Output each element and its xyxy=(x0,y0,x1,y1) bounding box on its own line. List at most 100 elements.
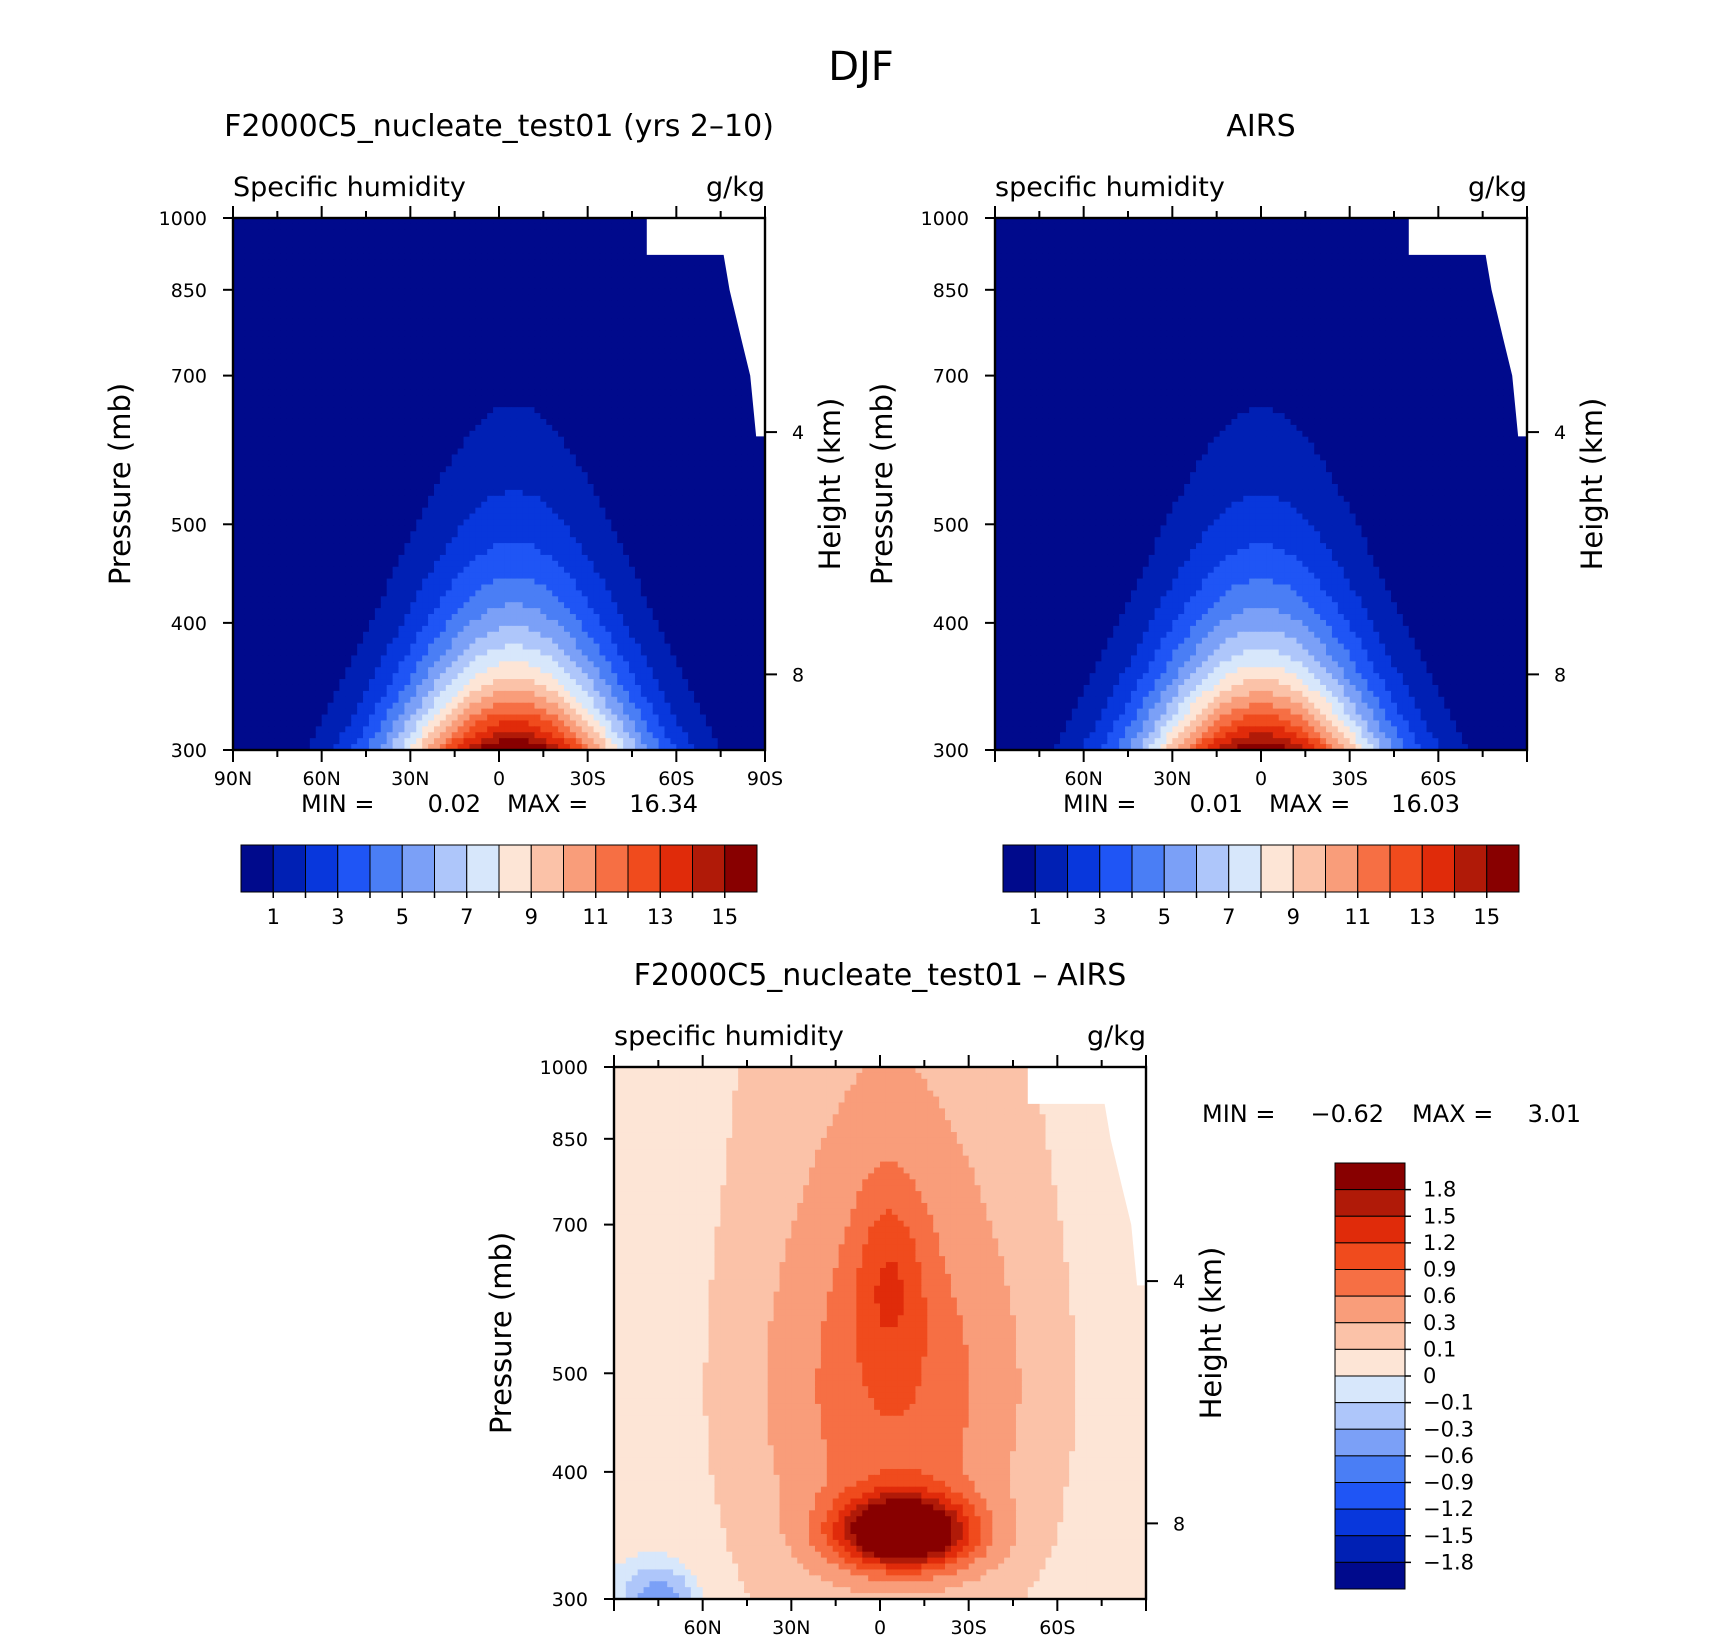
contour-cell xyxy=(457,324,465,331)
contour-cell xyxy=(629,442,636,450)
contour-cell xyxy=(422,330,429,337)
contour-cell xyxy=(238,271,246,278)
contour-cell xyxy=(250,223,258,231)
contour-cell xyxy=(439,460,447,467)
contour-cell xyxy=(457,442,465,450)
contour-cell xyxy=(268,472,275,479)
contour-cell xyxy=(605,306,612,314)
contour-cell xyxy=(564,489,571,497)
contour-cell xyxy=(522,353,530,361)
contour-cell xyxy=(516,525,524,532)
contour-cell xyxy=(386,442,394,450)
contour-cell xyxy=(646,401,654,408)
contour-cell xyxy=(463,247,471,255)
contour-cell xyxy=(634,235,642,243)
contour-cell xyxy=(735,442,742,450)
contour-cell xyxy=(274,495,281,503)
contour-cell xyxy=(363,371,370,379)
contour-cell xyxy=(646,294,654,302)
contour-cell xyxy=(475,259,482,266)
contour-cell xyxy=(475,531,482,538)
contour-cell xyxy=(463,229,471,237)
contour-cell xyxy=(256,407,264,414)
contour-cell xyxy=(747,460,754,467)
contour-cell xyxy=(422,336,429,343)
contour-cell xyxy=(410,223,417,231)
contour-cell xyxy=(410,288,417,296)
contour-cell xyxy=(386,436,394,444)
contour-cell xyxy=(475,283,482,290)
contour-cell xyxy=(333,371,340,379)
contour-cell xyxy=(717,389,725,396)
contour-cell xyxy=(445,353,453,361)
contour-cell xyxy=(499,513,506,521)
contour-cell xyxy=(605,401,612,408)
contour-cell xyxy=(463,223,471,231)
contour-cell xyxy=(321,454,329,461)
contour-cell xyxy=(593,271,601,278)
contour-cell xyxy=(392,294,400,302)
contour-cell xyxy=(386,235,394,243)
contour-cell xyxy=(510,359,518,367)
contour-cell xyxy=(457,513,465,521)
contour-cell xyxy=(688,424,695,432)
contour-cell xyxy=(587,229,595,237)
contour-cell xyxy=(309,543,317,550)
contour-cell xyxy=(670,489,677,497)
contour-cell xyxy=(540,401,547,408)
contour-cell xyxy=(629,466,636,473)
contour-cell xyxy=(321,324,329,331)
contour-cell xyxy=(617,229,624,237)
contour-cell xyxy=(510,229,518,237)
contour-cell xyxy=(292,241,299,249)
contour-cell xyxy=(286,365,293,373)
contour-cell xyxy=(522,454,530,461)
contour-cell xyxy=(558,259,565,266)
contour-cell xyxy=(546,229,553,237)
contour-cell xyxy=(658,271,666,278)
contour-cell xyxy=(670,265,677,272)
contour-cell xyxy=(339,365,346,373)
contour-cell xyxy=(274,359,281,367)
contour-cell xyxy=(469,543,476,550)
contour-cell xyxy=(439,448,447,456)
contour-cell xyxy=(345,531,352,538)
contour-cell xyxy=(558,218,565,225)
contour-cell xyxy=(298,519,305,526)
contour-cell xyxy=(445,377,453,385)
contour-cell xyxy=(717,312,725,320)
contour-cell xyxy=(321,383,329,391)
contour-cell xyxy=(499,448,506,456)
contour-cell xyxy=(439,543,447,550)
contour-cell xyxy=(487,460,494,467)
contour-cell xyxy=(416,277,423,284)
contour-cell xyxy=(534,448,541,456)
contour-cell xyxy=(333,519,340,526)
contour-cell xyxy=(599,395,606,402)
contour-cell xyxy=(244,507,252,515)
contour-cell xyxy=(398,271,406,278)
contour-cell xyxy=(374,324,382,331)
contour-cell xyxy=(410,472,417,479)
contour-cell xyxy=(634,377,642,385)
contour-cell xyxy=(416,543,423,550)
contour-cell xyxy=(593,336,601,343)
contour-cell xyxy=(552,407,559,414)
contour-cell xyxy=(753,513,760,521)
contour-cell xyxy=(623,525,630,532)
contour-cell xyxy=(611,300,618,308)
contour-cell xyxy=(433,342,441,349)
contour-cell xyxy=(339,442,346,450)
contour-cell xyxy=(428,472,435,479)
contour-cell xyxy=(451,359,459,367)
contour-cell xyxy=(741,472,748,479)
contour-cell xyxy=(428,359,435,367)
contour-cell xyxy=(422,525,429,532)
contour-cell xyxy=(617,312,624,320)
contour-cell xyxy=(546,324,553,331)
contour-cell xyxy=(357,454,364,461)
contour-cell xyxy=(534,324,541,331)
contour-cell xyxy=(368,407,376,414)
contour-cell xyxy=(315,413,323,420)
contour-cell xyxy=(493,353,500,361)
